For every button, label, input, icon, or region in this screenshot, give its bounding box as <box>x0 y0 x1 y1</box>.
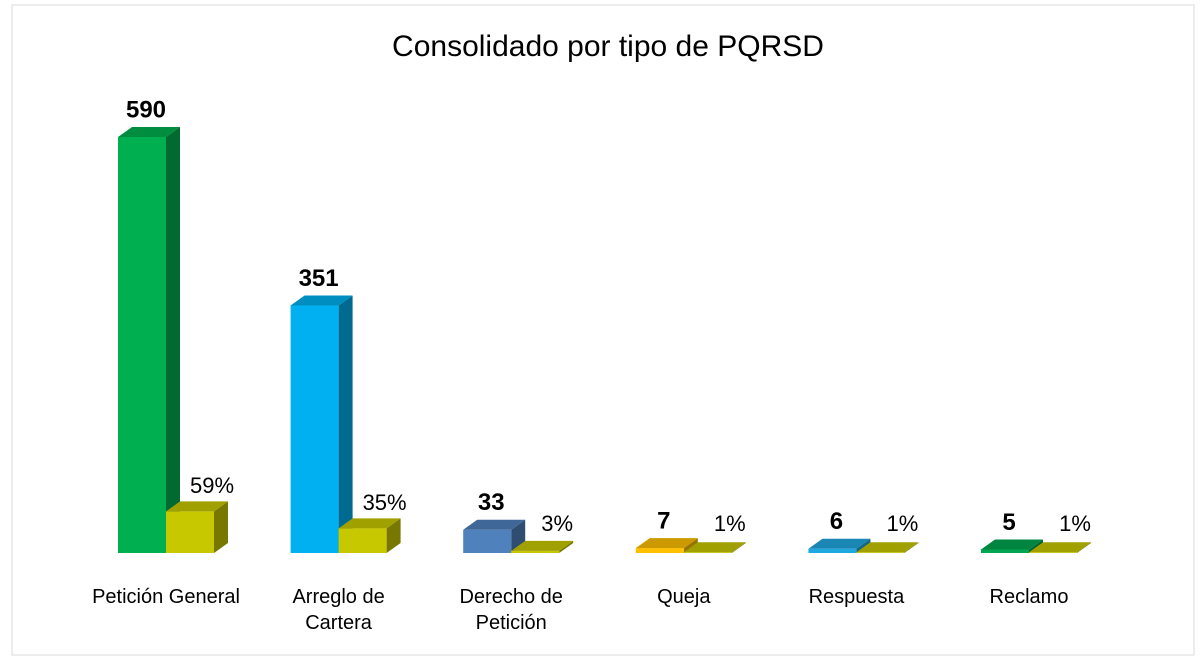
data-label: 1% <box>1059 511 1091 536</box>
data-label: 5 <box>1002 509 1015 536</box>
bar <box>635 548 684 553</box>
bar <box>511 550 560 553</box>
data-label: 6 <box>830 508 843 535</box>
bar-top <box>683 542 746 553</box>
bar-top <box>981 539 1043 550</box>
bar-top <box>808 538 871 549</box>
bar-top <box>338 518 401 529</box>
bar-top <box>1029 542 1091 553</box>
bar-side <box>731 542 746 553</box>
data-label: 3% <box>541 511 573 536</box>
data-label: 33 <box>478 489 505 516</box>
x-tick-label: Reclamo <box>989 586 1069 608</box>
bar-top <box>856 542 919 553</box>
bar-side <box>166 127 180 553</box>
bar <box>683 552 732 553</box>
bar-top <box>511 540 574 551</box>
chart-frame <box>11 4 1195 656</box>
bar <box>463 529 512 553</box>
bar <box>166 511 214 553</box>
data-label: 59% <box>190 473 234 498</box>
x-tick-label: Queja <box>657 586 711 608</box>
bar-top <box>463 519 526 530</box>
bar-top <box>118 127 180 137</box>
bar <box>981 549 1029 553</box>
bar-side <box>214 501 228 553</box>
bar <box>856 552 905 553</box>
bar-side <box>559 540 574 553</box>
data-label: 7 <box>657 507 670 534</box>
bar-side <box>1029 539 1043 553</box>
data-label: 1% <box>714 511 746 536</box>
bar <box>338 528 387 553</box>
bar-side <box>386 518 401 553</box>
bar <box>808 548 857 553</box>
bar-top <box>290 295 353 306</box>
data-label: 1% <box>887 511 919 536</box>
bar-side <box>904 542 919 553</box>
x-tick-label: Derecho de Petición <box>459 586 563 634</box>
bar-side <box>683 538 698 553</box>
x-tick-label: Respuesta <box>808 586 905 608</box>
bar <box>1029 552 1077 553</box>
chart-title: Consolidado por tipo de PQRSD <box>392 30 824 63</box>
data-label: 351 <box>299 265 339 292</box>
bar-top <box>166 501 228 512</box>
bar-side <box>338 295 353 553</box>
data-label: 35% <box>363 490 407 515</box>
bar-side <box>856 538 871 553</box>
bar <box>118 137 166 553</box>
bar-side <box>1077 542 1091 553</box>
x-tick-label: Petición General <box>92 586 240 608</box>
bar-top <box>635 538 698 549</box>
x-tick-label: Arreglo de Cartera <box>292 586 385 634</box>
bar <box>290 305 339 553</box>
data-label: 590 <box>126 96 166 123</box>
